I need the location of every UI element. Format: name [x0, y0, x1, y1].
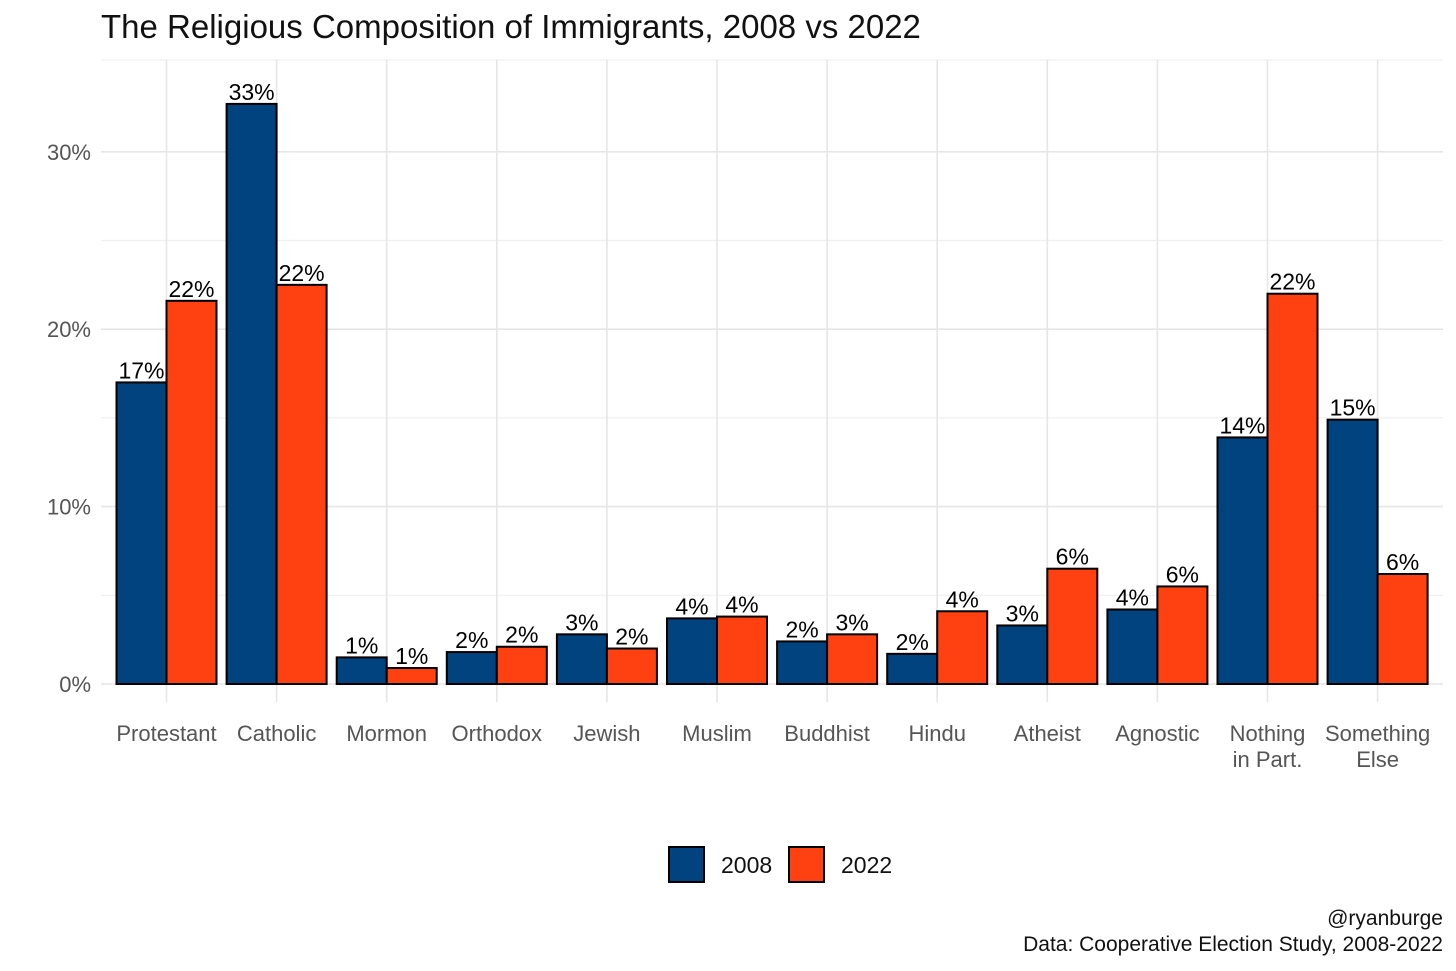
- y-tick-label: 0%: [59, 672, 91, 697]
- bar-2022-4: [605, 647, 658, 686]
- y-axis: 0% 10% 20% 30%: [47, 140, 91, 697]
- data-label-2022-7: 4%: [946, 586, 979, 612]
- bars: [115, 102, 1429, 686]
- bar-2008-1: [225, 102, 278, 686]
- bar-2022-7: [936, 610, 989, 685]
- bar-2008-5: [666, 617, 718, 685]
- data-label-2008-5: 4%: [675, 593, 708, 619]
- bar-2022-1: [275, 283, 328, 685]
- bar-2008-7: [886, 652, 939, 685]
- chart-title: The Religious Composition of Immigrants,…: [101, 8, 921, 45]
- legend-key-2022: [788, 846, 825, 883]
- x-tick-label: Agnostic: [1115, 721, 1199, 746]
- bar-2008-3: [445, 651, 498, 685]
- x-tick-label: Buddhist: [784, 721, 870, 746]
- data-label-2022-9: 6%: [1166, 561, 1199, 587]
- bar-2022-10: [1266, 292, 1319, 685]
- data-label-2008-7: 2%: [896, 629, 929, 655]
- legend: 2008 2022: [668, 846, 892, 883]
- data-label-2022-10: 22%: [1269, 269, 1315, 295]
- x-tick-label: Hindu: [908, 721, 965, 746]
- bar-2008-0: [115, 381, 168, 685]
- data-label-2022-6: 3%: [835, 609, 868, 635]
- data-label-2008-10: 14%: [1219, 412, 1265, 438]
- bar-2008-10: [1216, 436, 1269, 685]
- data-label-2022-8: 6%: [1056, 544, 1089, 570]
- y-tick-label: 10%: [47, 495, 91, 520]
- bar-2022-3: [495, 645, 548, 685]
- data-label-2008-9: 4%: [1116, 584, 1149, 610]
- caption-line: @ryanburge: [1327, 907, 1443, 930]
- bar-2008-9: [1106, 608, 1159, 686]
- y-tick-label: 20%: [47, 317, 91, 342]
- data-label-2008-3: 2%: [455, 627, 488, 653]
- bar-2022-0: [165, 299, 218, 685]
- data-label-2008-11: 15%: [1330, 395, 1376, 421]
- data-label-2008-1: 33%: [229, 79, 275, 105]
- data-label-2022-1: 22%: [279, 260, 325, 286]
- caption-line: Data: Cooperative Election Study, 2008-2…: [1023, 933, 1443, 956]
- bar-2022-6: [826, 633, 879, 686]
- data-label-2022-3: 2%: [505, 622, 538, 648]
- y-tick-label: 30%: [47, 140, 91, 165]
- x-tick-label: Atheist: [1014, 721, 1081, 746]
- x-tick-label: Jewish: [573, 721, 640, 746]
- legend-label-2008: 2008: [721, 852, 772, 878]
- data-label-2008-2: 1%: [345, 632, 378, 658]
- x-tick-label: Mormon: [346, 721, 427, 746]
- data-label-2008-8: 3%: [1006, 600, 1039, 626]
- x-tick-label: Protestant: [116, 721, 216, 746]
- bar-2008-4: [555, 633, 608, 686]
- x-tick-label: Something Else: [1325, 721, 1430, 772]
- bar-2022-9: [1156, 585, 1209, 685]
- bar-2008-8: [996, 624, 1049, 686]
- data-label-2008-0: 17%: [118, 357, 164, 383]
- data-label-2022-5: 4%: [725, 592, 758, 618]
- bar-2008-6: [776, 640, 829, 686]
- legend-key-2008: [668, 846, 705, 883]
- bar-2008-11: [1326, 418, 1379, 685]
- bar-2022-5: [716, 615, 768, 686]
- data-label-2008-6: 2%: [785, 616, 818, 642]
- x-tick-label: Nothing in Part.: [1230, 721, 1306, 772]
- data-label-2022-2: 1%: [395, 643, 428, 669]
- x-tick-label: Muslim: [682, 721, 752, 746]
- data-label-2022-11: 6%: [1386, 549, 1419, 575]
- bar-2022-2: [385, 667, 438, 685]
- bar-2008-2: [335, 656, 388, 686]
- x-tick-label: Orthodox: [452, 721, 543, 746]
- data-labels: 17% 33% 1% 2% 3% 4% 2% 2% 3% 4% 14% 15% 22% 22% 1% 2% 2%…: [118, 79, 1419, 669]
- bar-2022-11: [1376, 573, 1429, 686]
- data-label-2022-0: 22%: [168, 276, 214, 302]
- x-axis: Protestant Catholic Mormon Orthodox Jewish Mu…: [116, 721, 1430, 772]
- caption: @ryanburge Data: Cooperative Election Stu…: [1023, 907, 1443, 956]
- bar-2022-8: [1046, 567, 1099, 685]
- data-label-2022-4: 2%: [615, 624, 648, 650]
- x-tick-label: Catholic: [237, 721, 316, 746]
- data-label-2008-4: 3%: [565, 609, 598, 635]
- legend-label-2022: 2022: [841, 852, 892, 878]
